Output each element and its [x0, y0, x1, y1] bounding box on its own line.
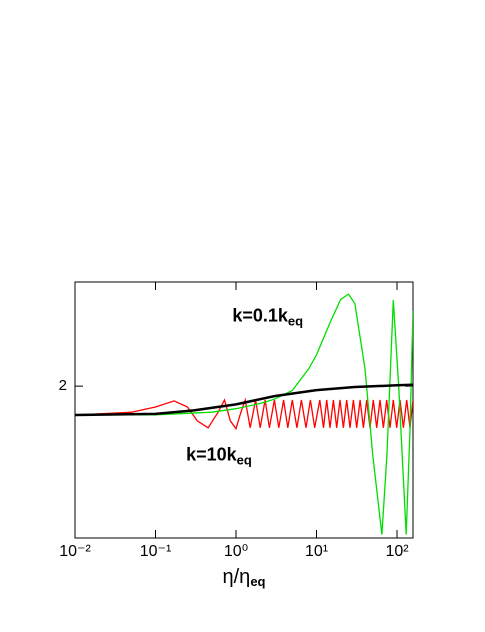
x-label-sub: eq: [250, 574, 265, 589]
x-tick-label: 10¹: [305, 543, 328, 560]
annotation-main: k=10k: [186, 444, 238, 464]
x-tick-label: 10²: [385, 543, 409, 560]
x-tick-label: 10⁻¹: [140, 543, 172, 560]
annotation-sub: eq: [237, 453, 252, 468]
x-label-main: η/η: [223, 566, 251, 588]
series-line: [75, 397, 413, 431]
x-axis-label: η/ηeq: [223, 566, 266, 589]
plot-frame: [74, 281, 414, 539]
annotation: k=10keq: [186, 444, 252, 468]
annotation-main: k=0.1k: [232, 305, 289, 325]
x-tick-label: 10⁻²: [59, 543, 91, 560]
series-line: [75, 293, 413, 535]
annotation-sub: eq: [288, 314, 303, 329]
series-line: [75, 383, 413, 417]
annotation: k=0.1keq: [232, 305, 303, 329]
x-tick-label: 10⁰: [224, 543, 248, 560]
y-tick-label: 2: [59, 377, 67, 394]
